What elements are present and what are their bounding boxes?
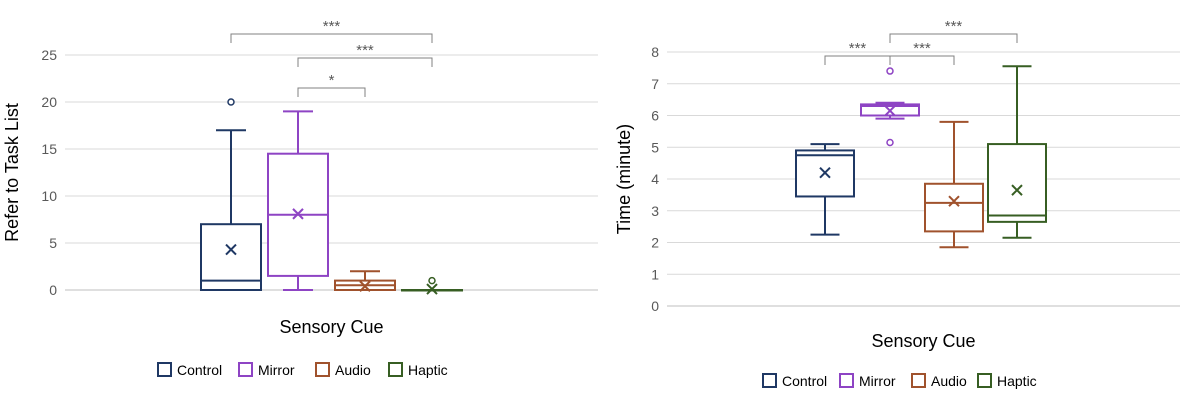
- y-tick-label: 0: [49, 282, 57, 298]
- significance-label: ***: [913, 40, 931, 57]
- mean-marker: [359, 280, 371, 292]
- y-tick-label: 7: [651, 76, 659, 92]
- iqr-box: [924, 182, 984, 233]
- mean-marker-stroke: [1011, 184, 1023, 196]
- iqr-box: [200, 223, 262, 291]
- significance-label: ***: [323, 18, 341, 35]
- legend-swatch: [762, 373, 777, 388]
- y-tick-label: 1: [651, 266, 659, 282]
- legend-label: Mirror: [859, 373, 896, 389]
- mean-marker: [292, 208, 304, 220]
- outlier-point: [886, 138, 894, 147]
- legend-item-control: Control: [762, 373, 827, 389]
- legend-label: Control: [782, 373, 827, 389]
- box-control: [200, 98, 262, 291]
- chart-1: 0 5 10 15 20 25 Refer to Task List Sensory Cue *…: [2, 18, 598, 378]
- legend-label: Control: [177, 362, 222, 378]
- bracket-line: [824, 55, 891, 65]
- chart-2: 0 1 2 3 4 5 6 7 8 Time (minute) Sensory Cue *** *** *…: [614, 18, 1180, 389]
- legend-item-mirror: Mirror: [238, 362, 295, 378]
- y-tick-label: 4: [651, 171, 659, 187]
- y-tick-label: 5: [651, 139, 659, 155]
- legend-swatch: [315, 362, 330, 377]
- outlier-point: [428, 276, 436, 285]
- mean-marker: [948, 195, 960, 207]
- mean-marker-stroke: [819, 166, 831, 179]
- bracket-line: [889, 33, 1018, 43]
- mean-marker: [426, 283, 438, 295]
- mean-marker-stroke: [426, 283, 438, 295]
- legend-item-haptic: Haptic: [977, 373, 1037, 389]
- significance-bracket: [824, 55, 891, 65]
- y-tick-label: 0: [651, 298, 659, 314]
- legend-swatch: [911, 373, 926, 388]
- y-tick-label: 15: [41, 141, 57, 157]
- mean-marker: [1011, 184, 1023, 196]
- bracket-line: [297, 57, 433, 67]
- y-axis-title: Time (minute): [614, 124, 634, 234]
- legend-item-audio: Audio: [315, 362, 371, 378]
- legend-item-audio: Audio: [911, 373, 967, 389]
- significance-bracket: [230, 33, 433, 43]
- outlier-point: [886, 67, 894, 75]
- legend-swatch: [839, 373, 854, 388]
- box-control: [795, 143, 855, 236]
- y-tick-label: 2: [651, 235, 659, 251]
- significance-label: ***: [356, 42, 374, 59]
- outlier-point: [227, 98, 235, 106]
- mean-marker: [884, 105, 896, 117]
- box-haptic: [401, 276, 463, 295]
- significance-bracket: [889, 55, 955, 65]
- box-audio: [924, 120, 984, 249]
- y-tick-label: 8: [651, 44, 659, 60]
- x-axis-title: Sensory Cue: [279, 317, 383, 337]
- mean-marker-stroke: [948, 195, 960, 207]
- y-tick-label: 20: [41, 94, 57, 110]
- significance-bracket: [889, 33, 1018, 43]
- bracket-line: [230, 33, 433, 43]
- y-tick-label: 25: [41, 47, 57, 63]
- mean-marker-stroke: [292, 208, 304, 220]
- y-tick-label: 6: [651, 108, 659, 124]
- iqr-box: [987, 143, 1047, 223]
- legend-item-control: Control: [157, 362, 222, 378]
- legend-label: Audio: [335, 362, 371, 378]
- bracket-line: [297, 87, 366, 97]
- legend-swatch: [157, 362, 172, 377]
- significance-label: ***: [849, 40, 867, 57]
- mean-marker-stroke: [359, 280, 371, 292]
- mean-marker-stroke: [884, 105, 896, 117]
- y-tick-label: 3: [651, 203, 659, 219]
- bracket-line: [889, 55, 955, 65]
- legend-label: Haptic: [997, 373, 1037, 389]
- legend-label: Audio: [931, 373, 967, 389]
- y-tick-label: 5: [49, 235, 57, 251]
- legend-item-haptic: Haptic: [388, 362, 448, 378]
- legend-swatch: [238, 362, 253, 377]
- significance-label: ***: [945, 18, 963, 35]
- legend-label: Mirror: [258, 362, 295, 378]
- y-tick-label: 10: [41, 188, 57, 204]
- x-axis-title: Sensory Cue: [871, 331, 975, 351]
- mean-marker: [819, 166, 831, 179]
- mean-marker-stroke: [225, 243, 237, 256]
- legend-swatch: [388, 362, 403, 377]
- box-audio: [334, 270, 396, 292]
- significance-bracket: [297, 57, 433, 67]
- box-haptic: [987, 65, 1047, 239]
- box-mirror: [860, 67, 920, 147]
- legend-item-mirror: Mirror: [839, 373, 896, 389]
- box-mirror: [267, 110, 329, 291]
- legend-swatch: [977, 373, 992, 388]
- legend-label: Haptic: [408, 362, 448, 378]
- significance-bracket: [297, 87, 366, 97]
- significance-label: *: [329, 72, 335, 89]
- mean-marker: [225, 243, 237, 256]
- y-axis-title: Refer to Task List: [2, 103, 22, 242]
